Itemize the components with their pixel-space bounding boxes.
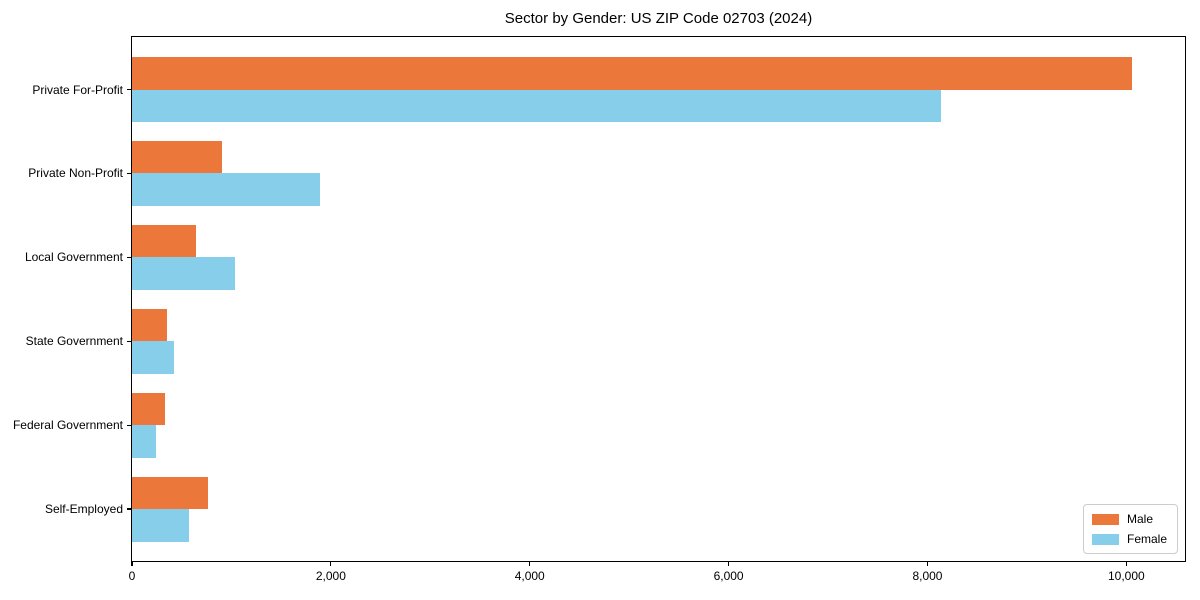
plot-area: Male Female Private For-Profit Private No…: [13, 36, 1186, 583]
x-tick-2000: [330, 561, 332, 566]
female-swatch-icon: [1091, 533, 1119, 545]
x-tick-label-10000: 10,000: [1107, 569, 1145, 583]
x-tick-label-6000: 6,000: [713, 569, 744, 583]
bar-male-private-for-profit: [132, 57, 1133, 90]
y-tick-label-local-government: Local Government: [24, 250, 123, 265]
chart-title: Sector by Gender: US ZIP Code 02703 (202…: [504, 10, 813, 27]
legend-item-male: Male: [1091, 512, 1167, 526]
y-tick-label-state-government: State Government: [25, 334, 123, 349]
y-tick-label-private-for-profit: Private For-Profit: [32, 82, 123, 97]
y-tick-local-government: [127, 256, 132, 258]
x-tick-8000: [926, 561, 929, 566]
legend-label-male: Male: [1126, 512, 1153, 526]
y-tick-federal-government: [127, 424, 132, 426]
x-tick-label-0: 0: [128, 569, 136, 583]
bar-female-federal-government: [132, 425, 156, 458]
bar-female-state-government: [132, 341, 174, 374]
legend: Male Female: [1082, 504, 1178, 554]
x-tick-6000: [727, 561, 730, 566]
bar-female-private-for-profit: [132, 89, 942, 122]
x-tick-label-4000: 4,000: [514, 569, 545, 583]
bar-male-private-non-profit: [132, 140, 223, 174]
y-tick-state-government: [127, 340, 132, 342]
bar-male-self-employed: [132, 476, 208, 509]
bar-male-state-government: [132, 308, 167, 342]
legend-label-female: Female: [1126, 532, 1167, 546]
y-tick-private-non-profit: [127, 172, 132, 174]
bar-male-local-government: [132, 224, 196, 258]
y-tick-private-for-profit: [127, 88, 132, 91]
y-tick-self-employed: [127, 508, 132, 510]
male-swatch-icon: [1091, 513, 1119, 525]
x-tick-0: [131, 561, 133, 566]
y-tick-label-private-non-profit: Private Non-Profit: [28, 166, 123, 181]
bar-female-local-government: [132, 257, 236, 290]
bar-female-self-employed: [132, 509, 189, 542]
x-tick-4000: [529, 561, 531, 566]
x-tick-label-2000: 2,000: [315, 569, 346, 583]
legend-item-female: Female: [1091, 532, 1167, 546]
y-tick-label-self-employed: Self-Employed: [44, 502, 123, 516]
bar-male-federal-government: [132, 392, 165, 426]
x-tick-label-8000: 8,000: [912, 569, 943, 583]
bar-female-private-non-profit: [132, 173, 320, 206]
y-tick-label-federal-government: Federal Government: [12, 418, 123, 433]
x-tick-10000: [1125, 561, 1127, 566]
